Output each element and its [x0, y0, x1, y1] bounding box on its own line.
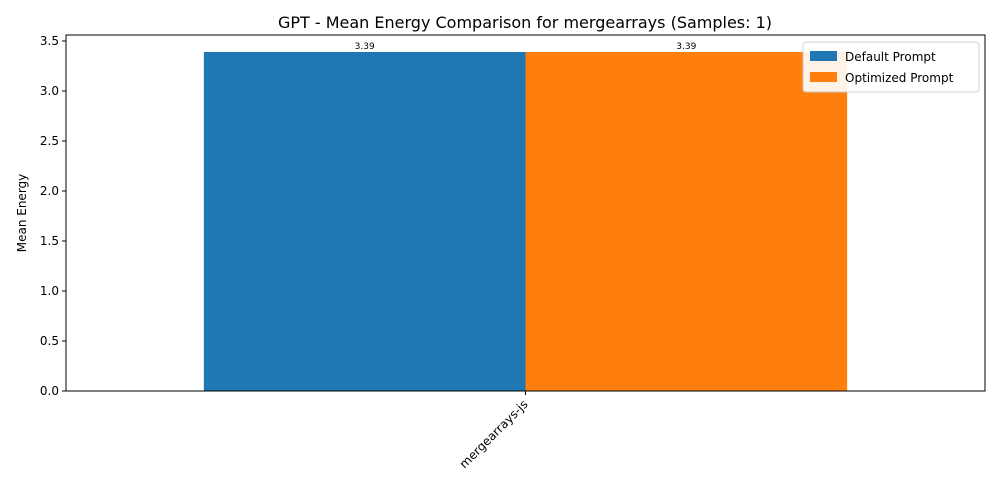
- legend-swatch: [810, 51, 837, 61]
- bar-optimized-prompt: [525, 52, 848, 391]
- y-tick-label: 1.0: [40, 284, 59, 298]
- bar-value-label: 3.39: [676, 42, 696, 52]
- plot-area: 3.39 3.39 mergearrays-js 0.0 0.5 1.0 1.5 2.0 2.5…: [40, 34, 986, 471]
- plot-frame: [65, 34, 986, 392]
- legend-label: Default Prompt: [845, 50, 936, 64]
- bar-value-label: 3.39: [355, 42, 375, 52]
- legend-swatch: [810, 72, 837, 82]
- y-tick-label: 2.5: [40, 134, 59, 148]
- legend-label: Optimized Prompt: [845, 71, 954, 85]
- bar-default-prompt: [203, 52, 526, 391]
- y-tick-label: 0.0: [40, 384, 59, 398]
- legend-box: [802, 41, 980, 93]
- legend: Default Prompt Optimized Prompt: [802, 41, 980, 93]
- y-tick-label: 2.0: [40, 184, 59, 198]
- x-tick-label: mergearrays-js: [457, 397, 531, 471]
- y-tick-label: 1.5: [40, 234, 59, 248]
- y-tick-label: 3.0: [40, 84, 59, 98]
- y-tick-label: 0.5: [40, 334, 59, 348]
- chart-title: GPT - Mean Energy Comparison for mergear…: [278, 13, 772, 32]
- y-tick-label: 3.5: [40, 34, 59, 48]
- y-axis-label: Mean Energy: [15, 174, 29, 253]
